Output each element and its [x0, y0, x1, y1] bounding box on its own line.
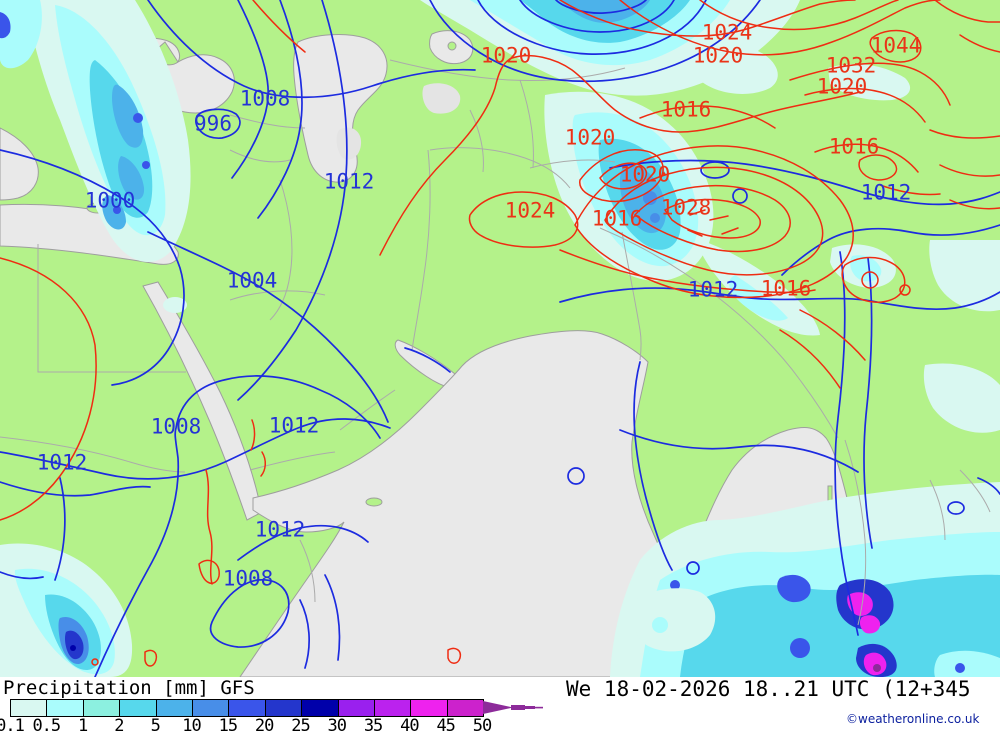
legend-tick-label: 2: [114, 716, 124, 733]
legend-tick-label: 0.1: [0, 716, 25, 733]
legend-color-cell: [83, 700, 121, 716]
isobars-red: [0, 0, 1000, 667]
legend-tick-label: 35: [363, 716, 384, 733]
map-title: Precipitation [mm] GFS: [3, 677, 255, 699]
legend-tick-label: 20: [254, 716, 275, 733]
legend-tick-label: 45: [436, 716, 456, 733]
isobars-blue: [0, 0, 1000, 677]
country-borders: [0, 59, 991, 626]
legend-tick-label: 40: [400, 716, 420, 733]
copyright-link[interactable]: ©weatheronline.co.uk: [846, 712, 980, 726]
legend-color-cell: [11, 700, 48, 716]
legend-color-cell: [192, 700, 230, 716]
legend-color-cell: [120, 700, 157, 716]
legend-color-cell: [229, 700, 266, 716]
precipitation-map: 1008 996 1000 1012 1004 1008 1012 1012 1012 1008 1…: [0, 0, 1000, 677]
legend-color-cell: [374, 700, 412, 716]
map-canvas: [0, 0, 1000, 677]
legend-tick-label: 15: [218, 716, 239, 733]
legend-tick-label: 1: [77, 716, 88, 733]
legend-color-cell: [447, 700, 484, 716]
socotra: [365, 497, 383, 507]
forecast-datetime: We 18-02-2026 18..21 UTC (12+345: [566, 677, 971, 701]
legend-tick-label: 30: [327, 716, 348, 733]
legend-color-cell: [338, 700, 375, 716]
aral-island: [447, 41, 457, 51]
legend-color-cell: [47, 700, 84, 716]
map-footer: Precipitation [mm] GFS We 18-02-2026 18.…: [0, 677, 1000, 733]
legend-tick-label: 0.5: [32, 716, 61, 733]
legend-tick-label: 5: [150, 716, 161, 733]
legend-color-cell: [411, 700, 448, 716]
legend-color-cell: [265, 700, 303, 716]
legend-arrow-icon: [483, 701, 543, 714]
legend-color-cell: [302, 700, 339, 716]
legend-colorbar: [10, 699, 484, 717]
precipitation-areas: [0, 0, 1000, 677]
legend-color-cell: [156, 700, 193, 716]
legend-tick-label: 25: [291, 716, 311, 733]
legend-tick-label: 50: [472, 716, 493, 733]
legend-tick-label: 10: [182, 716, 202, 733]
aegean-sea: [0, 127, 39, 201]
